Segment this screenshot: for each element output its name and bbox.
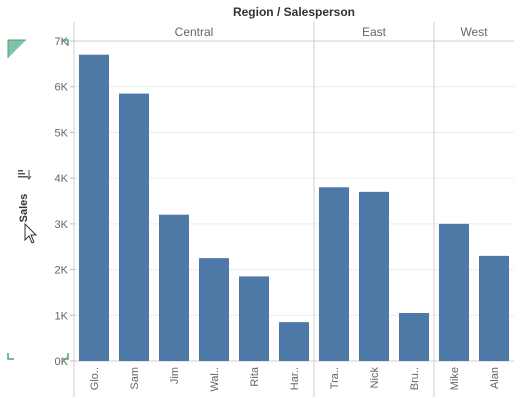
x-category-label: Wal.. — [209, 367, 221, 392]
x-category-label: Alan — [489, 367, 501, 389]
y-tick-label: 5K — [55, 127, 69, 139]
bar-central-3[interactable] — [199, 258, 229, 361]
region-header-east: East — [362, 25, 387, 39]
bar-east-0[interactable] — [319, 187, 349, 361]
x-category-label: Bru.. — [409, 367, 421, 390]
bars[interactable] — [79, 54, 509, 362]
x-category-label: Nick — [369, 367, 381, 389]
y-tick-label: 6K — [55, 82, 69, 94]
x-category-label: Har.. — [289, 367, 301, 390]
bar-east-1[interactable] — [359, 191, 389, 361]
x-category-label: Sam — [129, 367, 141, 390]
x-category-label: Glo.. — [89, 367, 101, 390]
y-tick-label: 3K — [55, 219, 69, 231]
x-category-label: Jim — [169, 367, 181, 384]
x-category-label: Mike — [449, 367, 461, 390]
chart-title: Region / Salesperson — [233, 5, 355, 19]
mouse-cursor-icon — [24, 222, 38, 244]
bar-west-1[interactable] — [479, 255, 509, 361]
bar-central-4[interactable] — [239, 276, 269, 361]
selection-corner-bottom-icon — [7, 39, 69, 360]
x-axis-labels: Glo.. Sam Jim Wal.. Rita Har.. Tra.. Nick Bru.. M… — [89, 366, 501, 392]
y-tick-label: 2K — [55, 265, 69, 277]
bar-east-2[interactable] — [399, 313, 429, 361]
bar-central-2[interactable] — [159, 214, 189, 361]
region-header-central: Central — [175, 25, 214, 39]
y-axis-ticks: 0K 1K 2K 3K 4K 5K 6K 7K — [55, 36, 74, 368]
y-tick-label: 0K — [55, 356, 69, 368]
bar-central-1[interactable] — [119, 93, 149, 362]
region-header-west: West — [460, 25, 488, 39]
y-tick-label: 1K — [55, 310, 69, 322]
bar-central-5[interactable] — [279, 322, 309, 361]
y-axis-title: Sales — [18, 194, 30, 223]
y-tick-label: 4K — [55, 173, 69, 185]
region-headers: Central East West — [175, 25, 489, 39]
y-tick-label: 7K — [55, 36, 69, 48]
bar-west-0[interactable] — [439, 223, 469, 361]
bar-central-0[interactable] — [79, 54, 109, 361]
x-category-label: Rita — [249, 366, 261, 386]
selection-corner-icon — [7, 39, 26, 58]
y-axis-title-group: Sales — [18, 194, 30, 223]
x-category-label: Tra.. — [329, 367, 341, 389]
sort-icon[interactable] — [18, 170, 32, 180]
